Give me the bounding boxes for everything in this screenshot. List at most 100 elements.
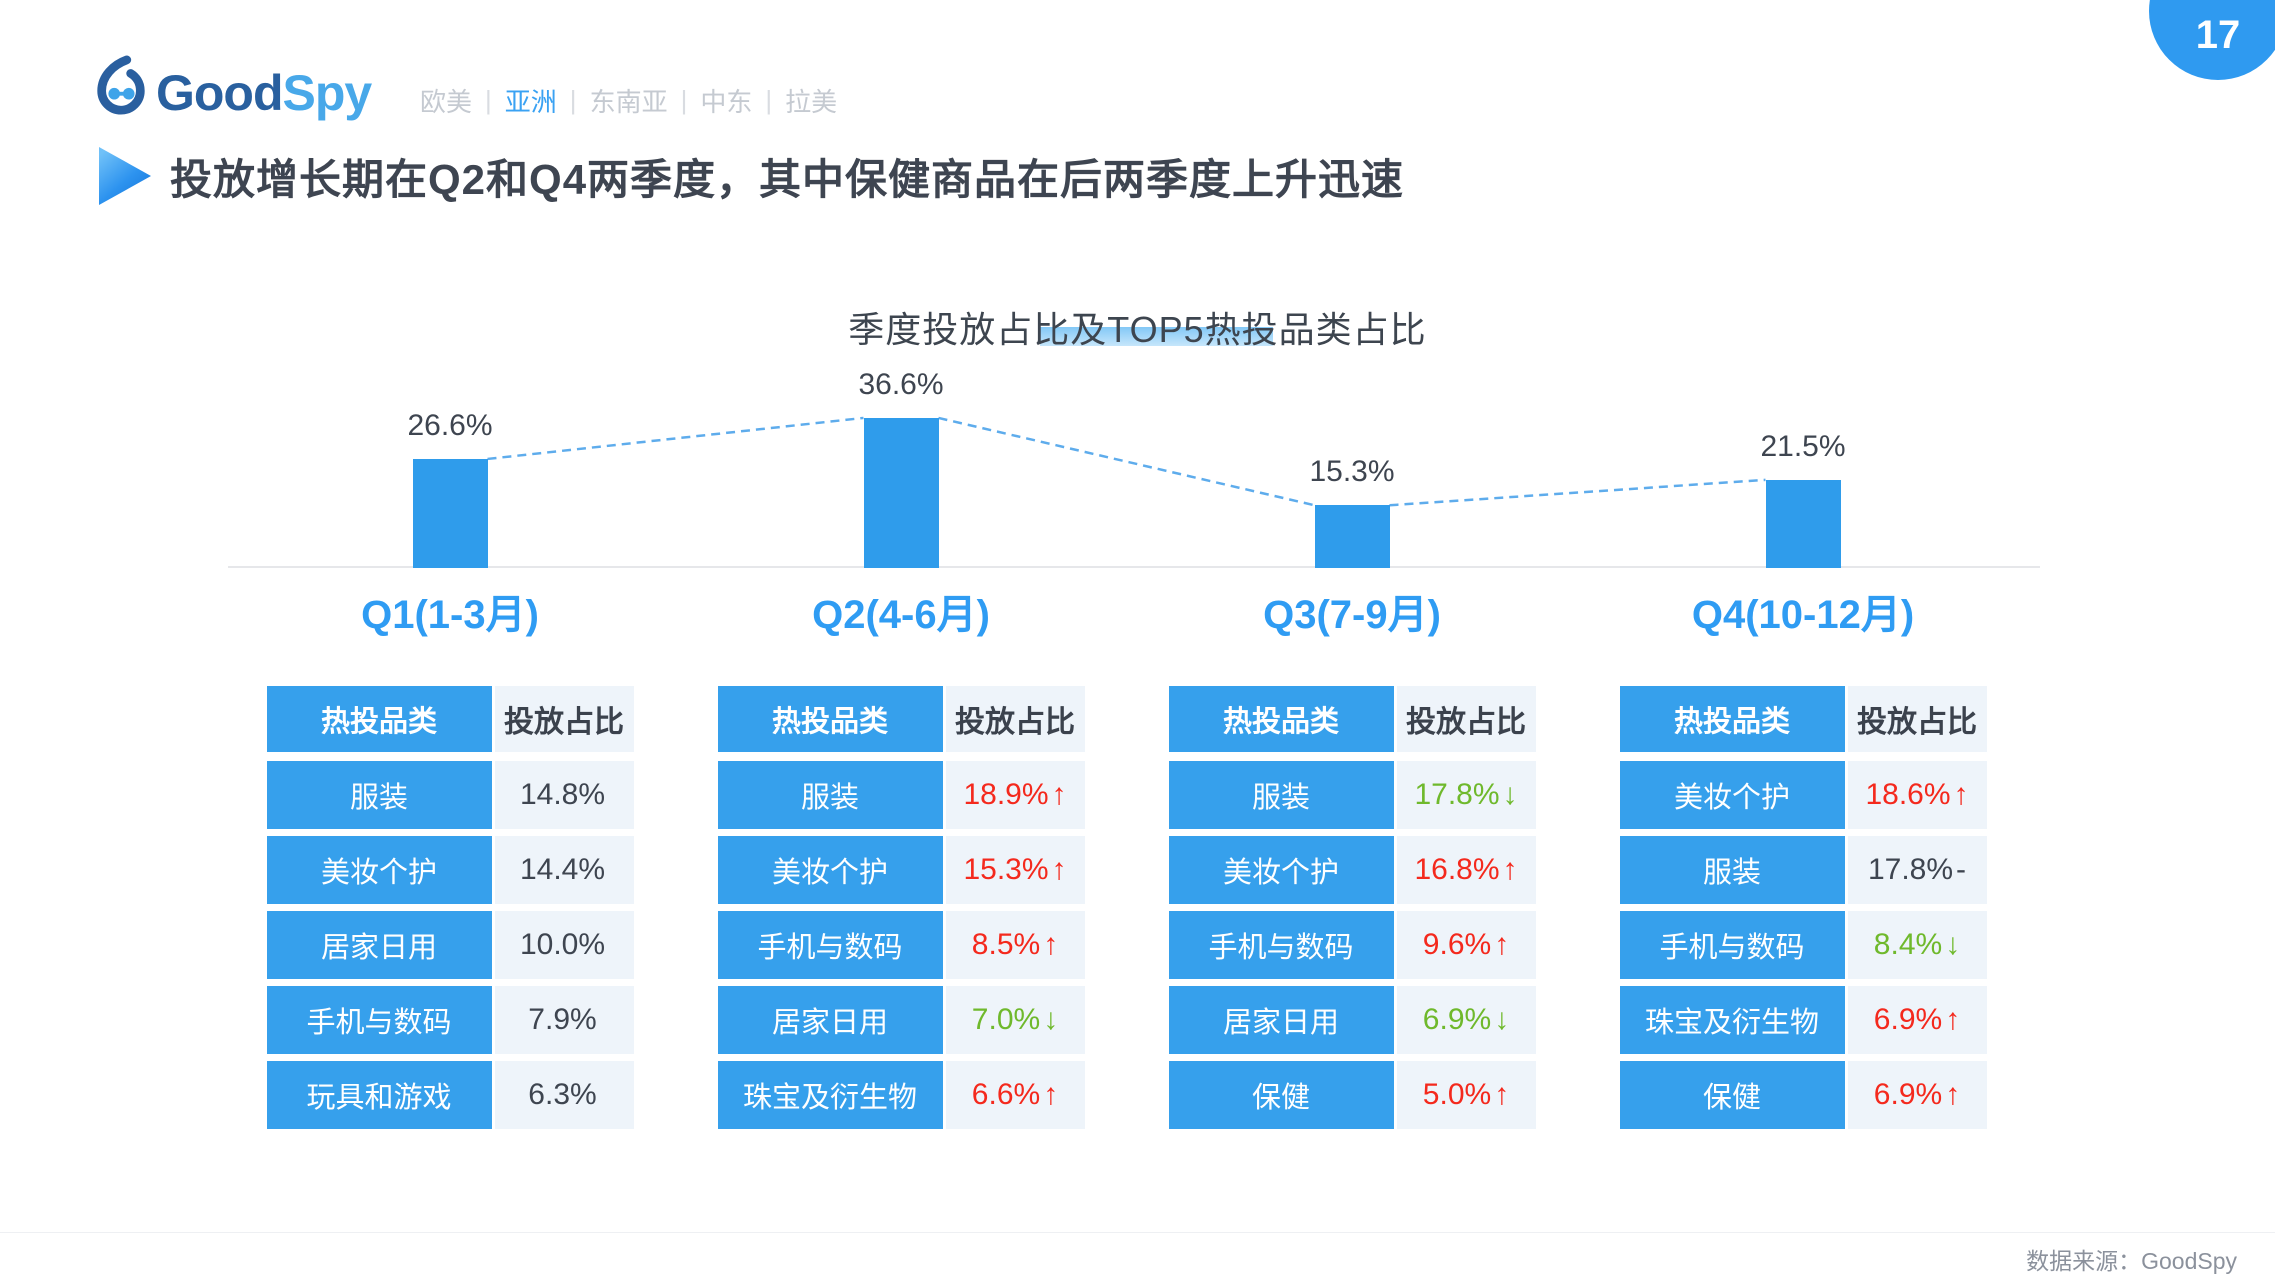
category-cell: 服装 — [266, 761, 492, 829]
nav-separator: | — [765, 85, 773, 115]
share-cell: 6.9% ↑ — [1847, 1061, 1987, 1129]
nav-separator: | — [680, 85, 688, 115]
slide-title: 投放增长期在Q2和Q4两季度，其中保健商品在后两季度上升迅速 — [170, 156, 1405, 203]
share-cell: 16.8% ↑ — [1396, 836, 1536, 904]
trend-arrow-icon: ↑ — [1051, 778, 1067, 811]
trend-arrow-icon: ↑ — [1494, 928, 1510, 961]
bar-q3 — [1314, 505, 1390, 568]
quarter-column-q4: Q4(10-12月) 热投品类 投放占比 美妆个护 18.6% ↑ 服装 17.8… — [1573, 588, 2033, 1136]
nav-separator: | — [569, 85, 577, 115]
share-cell: 15.3% ↑ — [945, 836, 1085, 904]
table-row: 服装 18.9% ↑ — [717, 761, 1085, 829]
trend-arrow-icon: ↓ — [1945, 928, 1961, 961]
table-row: 珠宝及衍生物 6.9% ↑ — [1619, 986, 1987, 1054]
quarter-label-q1: Q1(1-3月) — [361, 593, 539, 637]
share-cell: 8.5% ↑ — [945, 911, 1085, 979]
table-row: 服装 17.8% ↓ — [1168, 761, 1536, 829]
logo-text-spy: Spy — [282, 65, 373, 121]
region-nav: 欧美 | 亚洲 | 东南亚 | 中东 | 拉美 — [420, 82, 837, 119]
top5-table-q1: 热投品类 投放占比 服装 14.8% 美妆个护 14.4% 居家日用 10.0%… — [266, 686, 634, 1129]
bar-value-q1: 26.6% — [407, 409, 493, 442]
table-row: 珠宝及衍生物 6.6% ↑ — [717, 1061, 1085, 1129]
trend-arrow-icon: ↑ — [1953, 778, 1969, 811]
table-row: 美妆个护 15.3% ↑ — [717, 836, 1085, 904]
chart-title: 季度投放占比及TOP5热投品类占比 — [848, 309, 1427, 350]
nav-item-asia[interactable]: 亚洲 — [504, 87, 557, 117]
category-cell: 玩具和游戏 — [266, 1061, 492, 1129]
category-cell: 保健 — [1168, 1061, 1394, 1129]
share-cell: 5.0% ↑ — [1396, 1061, 1536, 1129]
quarter-column-q2: Q2(4-6月) 热投品类 投放占比 服装 18.9% ↑ 美妆个护 15.3% ↑… — [671, 588, 1131, 1136]
table-header-row: 热投品类 投放占比 — [266, 686, 634, 752]
trend-arrow-icon: ↑ — [1945, 1078, 1961, 1111]
table-row: 服装 14.8% — [266, 761, 634, 829]
bar-value-q3: 15.3% — [1309, 455, 1395, 488]
nav-item-europe-us[interactable]: 欧美 — [420, 87, 473, 117]
share-cell: 7.9% — [494, 986, 634, 1054]
bar-q1 — [412, 459, 488, 568]
title-highlight-bar — [1040, 327, 1273, 346]
goodspy-logo-icon — [97, 55, 145, 115]
table-header-row: 热投品类 投放占比 — [717, 686, 1085, 752]
share-cell: 18.6% ↑ — [1847, 761, 1987, 829]
table-row: 手机与数码 7.9% — [266, 986, 634, 1054]
share-cell: 14.8% — [494, 761, 634, 829]
trend-arrow-icon: ↓ — [1494, 1003, 1510, 1036]
table-header-share: 投放占比 — [945, 686, 1085, 752]
table-header-share: 投放占比 — [1847, 686, 1987, 752]
bar-q2 — [863, 418, 939, 568]
trend-arrow-icon: ↑ — [1502, 853, 1518, 886]
table-row: 手机与数码 8.4% ↓ — [1619, 911, 1987, 979]
trend-arrow-icon: ↑ — [1051, 853, 1067, 886]
nav-item-latam[interactable]: 拉美 — [785, 87, 838, 117]
quarter-column-q3: Q3(7-9月) 热投品类 投放占比 服装 17.8% ↓ 美妆个护 16.8% ↑… — [1122, 588, 1582, 1136]
quarter-label-q2: Q2(4-6月) — [812, 593, 990, 637]
title-arrow-icon — [99, 147, 151, 205]
category-cell: 美妆个护 — [717, 836, 943, 904]
quarter-label-q4: Q4(10-12月) — [1691, 593, 1915, 637]
data-source-note: 数据来源：GoodSpy — [2026, 1248, 2237, 1274]
top5-table-q2: 热投品类 投放占比 服装 18.9% ↑ 美妆个护 15.3% ↑ 手机与数码 8.… — [717, 686, 1085, 1129]
category-cell: 珠宝及衍生物 — [717, 1061, 943, 1129]
category-cell: 居家日用 — [717, 986, 943, 1054]
bar-value-q4: 21.5% — [1760, 430, 1846, 463]
trend-arrow-icon: ↑ — [1043, 928, 1059, 961]
category-cell: 手机与数码 — [266, 986, 492, 1054]
table-row: 服装 17.8% - — [1619, 836, 1987, 904]
share-cell: 6.9% ↑ — [1847, 986, 1987, 1054]
nav-item-middle-east[interactable]: 中东 — [700, 87, 753, 117]
share-cell: 6.3% — [494, 1061, 634, 1129]
table-header-share: 投放占比 — [494, 686, 634, 752]
table-header-row: 热投品类 投放占比 — [1168, 686, 1536, 752]
trend-arrow-icon: ↑ — [1945, 1003, 1961, 1036]
share-cell: 8.4% ↓ — [1847, 911, 1987, 979]
category-cell: 美妆个护 — [1168, 836, 1394, 904]
nav-item-southeast-asia[interactable]: 东南亚 — [589, 87, 668, 117]
share-cell: 6.6% ↑ — [945, 1061, 1085, 1129]
nav-separator: | — [485, 85, 492, 115]
share-cell: 14.4% — [494, 836, 634, 904]
x-axis-line — [228, 566, 2040, 568]
table-row: 保健 5.0% ↑ — [1168, 1061, 1536, 1129]
category-cell: 手机与数码 — [1168, 911, 1394, 979]
bar-q4 — [1765, 480, 1841, 568]
share-cell: 6.9% ↓ — [1396, 986, 1536, 1054]
table-row: 美妆个护 18.6% ↑ — [1619, 761, 1987, 829]
trend-arrow-icon: ↓ — [1502, 778, 1518, 811]
share-cell: 7.0% ↓ — [945, 986, 1085, 1054]
table-row: 手机与数码 8.5% ↑ — [717, 911, 1085, 979]
trend-dashed-line — [487, 416, 1766, 507]
page-number-badge: 17 — [2149, 0, 2275, 80]
share-cell: 17.8% ↓ — [1396, 761, 1536, 829]
share-cell: 10.0% — [494, 911, 634, 979]
table-row: 保健 6.9% ↑ — [1619, 1061, 1987, 1129]
category-cell: 服装 — [1168, 761, 1394, 829]
table-header-category: 热投品类 — [266, 686, 492, 752]
table-row: 居家日用 7.0% ↓ — [717, 986, 1085, 1054]
table-row: 手机与数码 9.6% ↑ — [1168, 911, 1536, 979]
quarter-column-q1: Q1(1-3月) 热投品类 投放占比 服装 14.8% 美妆个护 14.4% 居… — [220, 588, 680, 1136]
quarterly-bar-chart: 26.6% 36.6% 15.3% 21.5% — [0, 368, 2275, 568]
share-cell: 17.8% - — [1847, 836, 1987, 904]
trend-arrow-icon: ↓ — [1043, 1003, 1059, 1036]
